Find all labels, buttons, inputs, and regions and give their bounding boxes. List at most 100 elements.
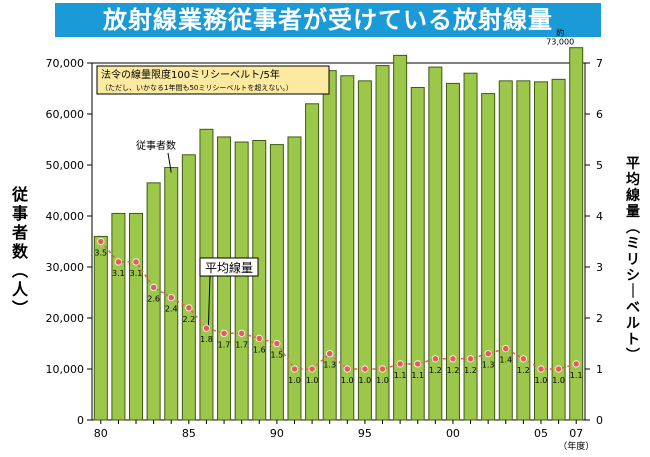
data-label-avg-dose: 3.1 — [130, 269, 143, 278]
point-avg-dose — [519, 355, 527, 363]
point-avg-dose — [202, 324, 211, 332]
right-tick-label: 4 — [596, 210, 603, 223]
data-label-avg-dose: 1.4 — [499, 356, 512, 365]
y-axis-right-title: 平均線量︵ミリシ｜ベルト︶ — [625, 156, 640, 364]
right-tick-label: 1 — [596, 363, 603, 376]
note-box — [96, 65, 330, 95]
point-avg-dose — [290, 365, 299, 373]
point-avg-dose — [97, 237, 105, 246]
point-avg-dose — [308, 365, 316, 373]
left-tick-label: 30,000 — [46, 261, 85, 274]
x-tick-label: 80 — [94, 427, 108, 440]
left-tick-label: 50,000 — [46, 159, 85, 172]
point-avg-dose — [238, 329, 246, 337]
point-avg-dose — [431, 355, 439, 363]
bar-workers — [93, 235, 108, 421]
point-avg-dose — [150, 283, 158, 291]
data-label-avg-dose: 1.0 — [535, 376, 548, 385]
x-axis-unit: （年度） — [558, 440, 594, 452]
data-label-avg-dose: 1.0 — [376, 376, 389, 385]
left-tick-label: 20,000 — [46, 312, 85, 325]
point-avg-dose — [326, 350, 334, 358]
bar-workers — [269, 144, 284, 421]
x-tick-label: 07 — [569, 427, 583, 440]
right-tick-label: 3 — [596, 261, 603, 274]
point-avg-dose — [361, 365, 369, 373]
x-tick-label: 90 — [270, 427, 284, 440]
point-avg-dose — [537, 365, 545, 373]
point-avg-dose — [484, 350, 492, 358]
point-avg-dose — [343, 365, 351, 373]
point-avg-dose — [220, 329, 228, 337]
point-avg-dose — [396, 360, 404, 368]
data-label-avg-dose: 1.0 — [288, 376, 301, 385]
bar-workers — [217, 136, 232, 421]
point-avg-dose — [502, 344, 510, 353]
point-avg-dose — [449, 355, 457, 363]
bar-workers — [111, 212, 126, 421]
point-avg-dose — [378, 365, 387, 373]
plot-frame — [91, 62, 586, 421]
data-label-avg-dose: 1.3 — [323, 361, 336, 370]
data-label-avg-dose: 1.0 — [341, 376, 354, 385]
right-tick-label: 7 — [596, 57, 603, 70]
right-tick-label: 6 — [596, 108, 603, 121]
data-label-avg-dose: 1.2 — [517, 366, 530, 375]
data-label-avg-dose: 1.2 — [429, 366, 442, 375]
point-avg-dose — [466, 355, 475, 363]
left-tick-label: 40,000 — [46, 210, 85, 223]
data-label-avg-dose: 1.1 — [570, 371, 583, 380]
right-tick-label: 5 — [596, 159, 603, 172]
x-tick-label: 85 — [182, 427, 196, 440]
data-label-avg-dose: 1.1 — [394, 371, 407, 380]
data-label-avg-dose: 1.7 — [218, 340, 231, 349]
callout-avg-dose-box — [199, 257, 259, 277]
data-label-avg-dose: 3.1 — [112, 269, 125, 278]
x-tick-label: 05 — [534, 427, 548, 440]
x-tick-label: 95 — [358, 427, 372, 440]
bar-workers — [481, 93, 496, 421]
point-avg-dose — [132, 258, 140, 266]
bar-workers — [498, 80, 513, 421]
callout-avg-dose: 平均線量 — [205, 260, 253, 275]
data-label-avg-dose: 1.2 — [447, 366, 460, 375]
left-tick-label: 60,000 — [46, 108, 85, 121]
peak-label-prefix: 約 — [556, 28, 564, 38]
data-label-avg-dose: 1.1 — [411, 371, 424, 380]
right-tick-label: 0 — [596, 414, 603, 427]
data-label-avg-dose: 1.7 — [235, 340, 248, 349]
data-label-avg-dose: 1.0 — [359, 376, 372, 385]
data-label-avg-dose: 2.2 — [182, 315, 195, 324]
bar-workers — [181, 154, 196, 421]
line-avg-dose — [100, 241, 577, 370]
data-label-avg-dose: 1.8 — [200, 335, 213, 344]
data-label-avg-dose: 2.6 — [147, 294, 160, 303]
left-tick-label: 10,000 — [46, 363, 85, 376]
callout-workers: 従事者数 — [136, 139, 176, 152]
point-avg-dose — [414, 360, 422, 368]
point-avg-dose — [185, 304, 193, 312]
callout-avg-dose-leader — [207, 275, 211, 326]
data-label-avg-dose: 3.5 — [94, 249, 107, 258]
point-avg-dose — [554, 365, 563, 373]
left-tick-label: 0 — [77, 414, 84, 427]
point-avg-dose — [273, 339, 281, 348]
y-axis-left-title: 従事者数︵人︶ — [11, 185, 29, 318]
x-tick-label: 00 — [446, 427, 460, 440]
note-line-1: 法令の線量限度100ミリシーベルト/5年 — [101, 68, 280, 81]
data-label-avg-dose: 1.0 — [552, 376, 565, 385]
point-avg-dose — [572, 360, 580, 368]
data-label-avg-dose: 1.3 — [482, 361, 495, 370]
bar-workers — [129, 212, 144, 421]
data-label-avg-dose: 1.5 — [271, 351, 284, 360]
bar-workers — [164, 167, 179, 421]
point-avg-dose — [114, 258, 123, 266]
data-label-avg-dose: 1.6 — [253, 345, 266, 354]
bar-workers — [234, 141, 249, 421]
point-avg-dose — [255, 334, 263, 342]
right-tick-label: 2 — [596, 312, 603, 325]
data-label-avg-dose: 1.0 — [306, 376, 319, 385]
data-label-avg-dose: 2.4 — [165, 305, 178, 314]
